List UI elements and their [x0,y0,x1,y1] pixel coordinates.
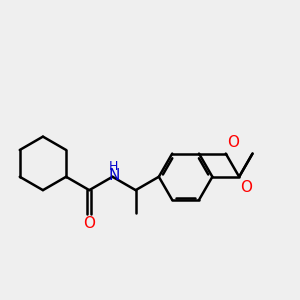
Text: H: H [109,160,119,173]
Text: O: O [83,216,95,231]
Text: O: O [227,135,239,150]
Text: O: O [241,180,253,195]
Text: N: N [108,168,119,183]
